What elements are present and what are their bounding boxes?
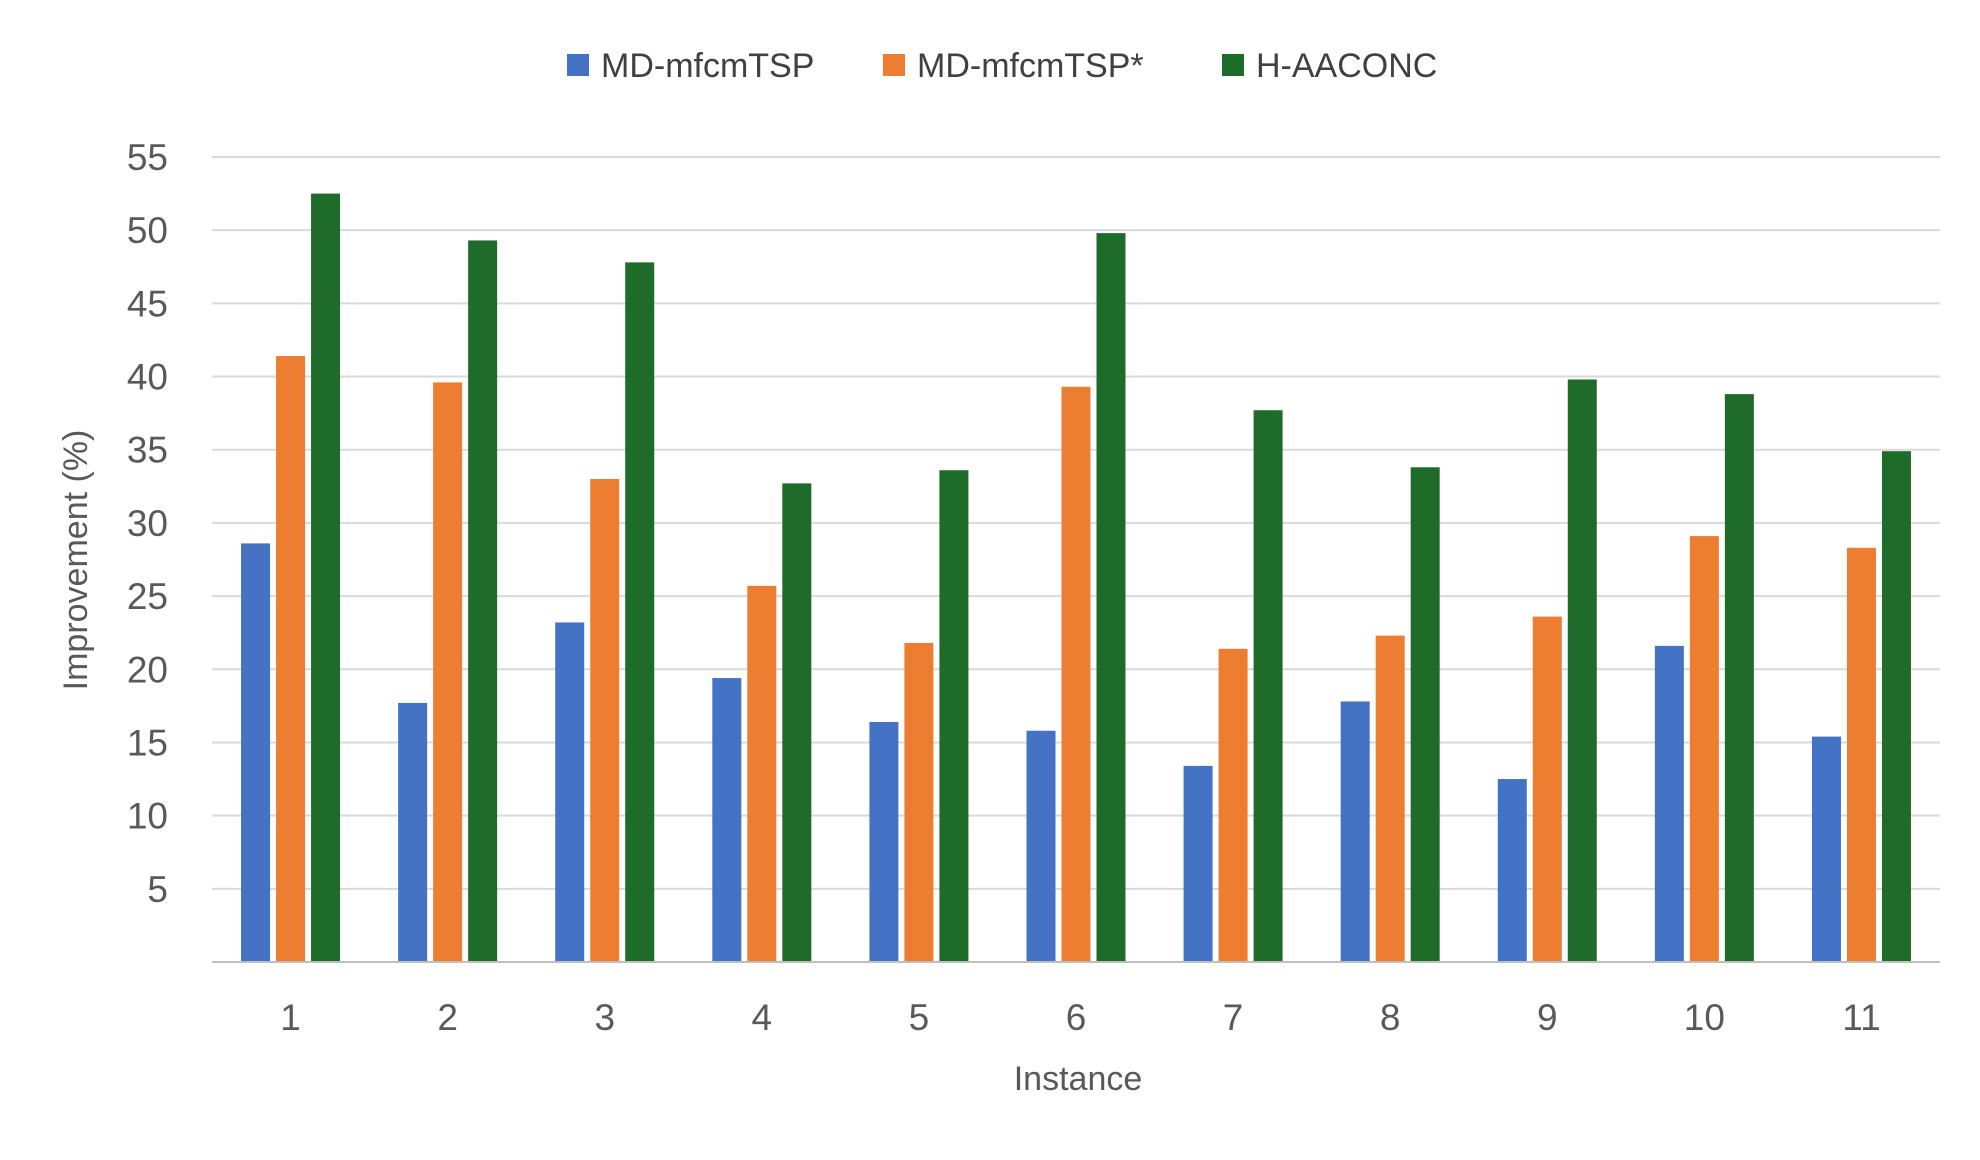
bar-md-mfcmtsp--2 xyxy=(433,382,463,962)
x-tick-label: 2 xyxy=(437,997,458,1038)
bar-md-mfcmtsp-8 xyxy=(1340,701,1370,962)
y-tick-label: 20 xyxy=(127,649,168,690)
bar-md-mfcmtsp--11 xyxy=(1846,547,1876,962)
bar-h-aaconc-3 xyxy=(625,262,655,962)
y-tick-label: 40 xyxy=(127,357,168,398)
bar-md-mfcmtsp-11 xyxy=(1811,736,1841,962)
bar-md-mfcmtsp--9 xyxy=(1532,616,1562,962)
bar-md-mfcmtsp-7 xyxy=(1183,765,1213,962)
bar-h-aaconc-9 xyxy=(1567,379,1597,962)
bar-md-mfcmtsp--8 xyxy=(1375,635,1405,962)
y-tick-label: 45 xyxy=(127,283,168,324)
bar-md-mfcmtsp-9 xyxy=(1497,779,1527,962)
bar-md-mfcmtsp-3 xyxy=(555,622,585,962)
bar-h-aaconc-2 xyxy=(468,240,498,963)
bar-md-mfcmtsp-6 xyxy=(1026,730,1056,962)
x-tick-label: 8 xyxy=(1380,997,1401,1038)
x-axis-title: Instance xyxy=(1014,1060,1143,1098)
bar-h-aaconc-10 xyxy=(1724,394,1754,962)
bar-h-aaconc-4 xyxy=(782,483,812,962)
bar-md-mfcmtsp-5 xyxy=(869,721,899,962)
legend-swatch xyxy=(1222,54,1244,76)
y-tick-label: 5 xyxy=(147,869,168,910)
bar-h-aaconc-7 xyxy=(1253,410,1283,962)
x-tick-label: 10 xyxy=(1684,997,1725,1038)
y-tick-label: 25 xyxy=(127,576,168,617)
legend-swatch xyxy=(567,54,589,76)
legend-label: MD-mfcmTSP* xyxy=(917,47,1144,85)
x-tick-label: 3 xyxy=(594,997,615,1038)
bar-md-mfcmtsp--4 xyxy=(747,585,777,962)
bar-md-mfcmtsp-2 xyxy=(398,702,428,962)
bar-h-aaconc-6 xyxy=(1096,233,1126,963)
y-tick-label: 50 xyxy=(127,210,168,251)
y-tick-label: 35 xyxy=(127,430,168,471)
bar-md-mfcmtsp--5 xyxy=(904,642,934,962)
bar-md-mfcmtsp--3 xyxy=(590,479,620,962)
y-axis-title: Improvement (%) xyxy=(57,430,95,691)
legend: MD-mfcmTSP MD-mfcmTSP* H-AACONC xyxy=(567,47,1437,85)
x-tick-label: 6 xyxy=(1066,997,1087,1038)
x-tick-label: 7 xyxy=(1223,997,1244,1038)
bar-h-aaconc-1 xyxy=(311,193,341,962)
x-tick-label: 1 xyxy=(280,997,301,1038)
legend-swatch xyxy=(883,54,905,76)
bar-md-mfcmtsp-10 xyxy=(1654,645,1684,962)
bar-md-mfcmtsp--6 xyxy=(1061,386,1091,963)
bars xyxy=(241,193,1911,963)
bar-h-aaconc-11 xyxy=(1881,451,1911,962)
bar-md-mfcmtsp--1 xyxy=(276,356,306,962)
bar-h-aaconc-8 xyxy=(1410,467,1440,962)
x-tick-label: 11 xyxy=(1842,997,1880,1038)
bar-h-aaconc-5 xyxy=(939,470,969,962)
y-tick-label: 30 xyxy=(127,503,168,544)
x-tick-label: 4 xyxy=(752,997,773,1038)
bar-md-mfcmtsp-1 xyxy=(241,543,271,962)
y-tick-label: 55 xyxy=(127,137,168,178)
y-tick-label: 10 xyxy=(127,796,168,837)
x-tick-label: 5 xyxy=(909,997,930,1038)
legend-label: MD-mfcmTSP xyxy=(601,47,814,85)
x-tick-label: 9 xyxy=(1537,997,1558,1038)
legend-label: H-AACONC xyxy=(1256,47,1437,85)
bar-md-mfcmtsp--10 xyxy=(1689,536,1719,962)
bar-md-mfcmtsp--7 xyxy=(1218,648,1248,962)
bar-md-mfcmtsp-4 xyxy=(712,678,742,962)
y-tick-label: 15 xyxy=(127,722,168,763)
